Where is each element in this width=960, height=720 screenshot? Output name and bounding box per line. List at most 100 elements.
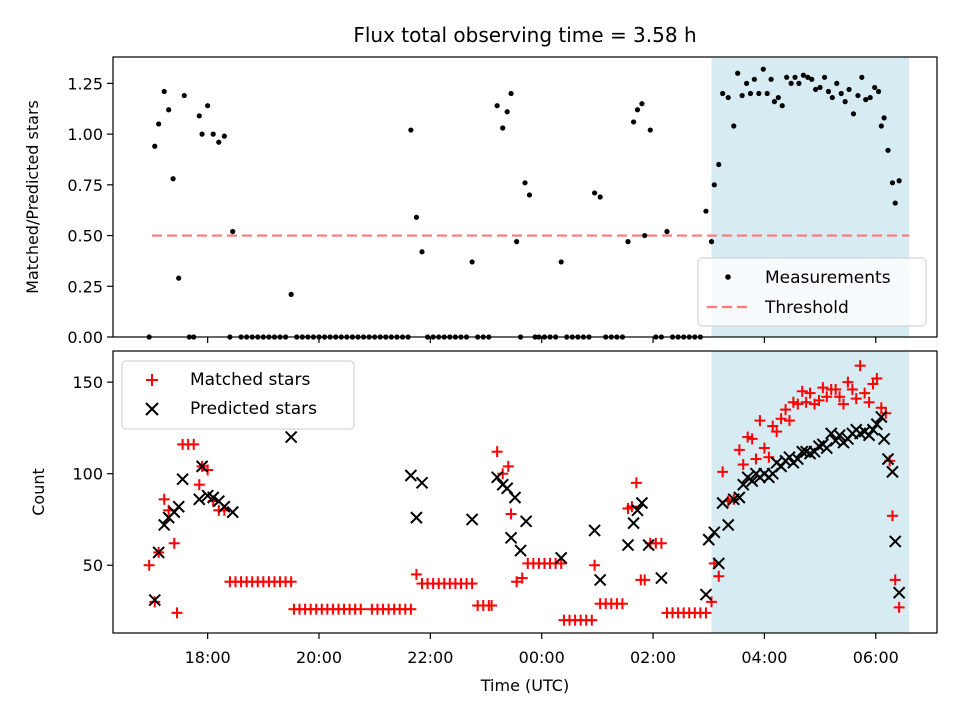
predicted-star-point bbox=[733, 491, 746, 504]
count-y-label: Count bbox=[29, 468, 48, 516]
matched-star-point bbox=[158, 493, 170, 505]
predicted-star-point bbox=[737, 478, 750, 491]
measurement-point bbox=[514, 239, 520, 245]
measurement-point bbox=[522, 180, 528, 186]
matched-star-point bbox=[863, 396, 875, 408]
predicted-star-point bbox=[702, 533, 715, 546]
measurement-point bbox=[166, 107, 172, 113]
count-panel-frame bbox=[112, 350, 938, 634]
matched-star-point bbox=[842, 376, 854, 388]
ratio-panel-frame bbox=[112, 56, 938, 338]
matched-stars-points bbox=[143, 360, 905, 626]
measurement-point bbox=[800, 72, 806, 78]
measurement-point bbox=[867, 94, 873, 101]
y-tick-label: 0.50 bbox=[67, 227, 103, 246]
matched-star-point bbox=[706, 596, 718, 608]
predicted-star-point bbox=[465, 513, 479, 526]
measurement-point bbox=[756, 90, 762, 97]
predicted-star-point bbox=[415, 476, 429, 490]
measurement-point bbox=[792, 74, 798, 80]
matched-star-point bbox=[491, 446, 503, 458]
predicted-star-point bbox=[892, 586, 906, 599]
matched-star-point bbox=[846, 383, 858, 395]
matched-star-point bbox=[466, 578, 478, 590]
measurement-point bbox=[703, 208, 709, 214]
matched-star-point bbox=[655, 537, 667, 549]
measurement-point bbox=[591, 190, 598, 196]
matched-star-point bbox=[188, 438, 200, 450]
matched-star-point bbox=[497, 468, 509, 480]
measurement-point bbox=[469, 259, 475, 265]
matched-star-point bbox=[800, 396, 812, 408]
count-x-axis: 18:00 20:00 22:00 00:00 02:00 04:00 06:00 bbox=[185, 633, 899, 667]
measurement-point bbox=[494, 103, 500, 109]
y-tick-label: 150 bbox=[72, 373, 103, 392]
measurement-point bbox=[642, 232, 648, 239]
measurement-point bbox=[526, 192, 533, 198]
matched-star-point bbox=[871, 372, 883, 384]
measurement-point bbox=[176, 275, 182, 281]
measurement-point bbox=[842, 99, 848, 105]
matched-star-point bbox=[889, 574, 901, 586]
chart-title: Flux total observing time = 3.58 h bbox=[353, 23, 696, 47]
predicted-star-point bbox=[877, 432, 891, 446]
measurement-point bbox=[775, 94, 781, 101]
measurement-point bbox=[751, 76, 757, 82]
matched-star-point bbox=[285, 576, 297, 588]
matched-star-point bbox=[737, 459, 749, 471]
measurement-point bbox=[850, 111, 857, 117]
measurement-point bbox=[708, 239, 715, 245]
matched-star-point bbox=[616, 598, 628, 610]
predicted-star-point bbox=[284, 430, 298, 444]
predicted-star-point bbox=[207, 491, 220, 504]
y-tick-label: 1.25 bbox=[67, 74, 103, 93]
x-tick-label: 20:00 bbox=[296, 648, 342, 667]
measurement-point bbox=[889, 180, 896, 186]
predicted-star-point bbox=[866, 423, 880, 436]
matched-star-point bbox=[830, 383, 842, 395]
count-y-axis: 50 100 150 bbox=[72, 373, 113, 575]
matched-star-point bbox=[834, 391, 846, 403]
measurement-point bbox=[196, 113, 202, 119]
matched-star-point bbox=[893, 601, 905, 613]
measurement-point bbox=[413, 214, 420, 220]
matched-star-point bbox=[771, 426, 783, 438]
measurement-point bbox=[768, 76, 774, 82]
matched-star-point bbox=[746, 433, 758, 445]
predicted-star-point bbox=[875, 410, 888, 424]
measurement-point bbox=[181, 92, 187, 99]
measurement-point bbox=[796, 80, 802, 86]
predicted-star-point bbox=[627, 516, 640, 530]
measurement-point bbox=[558, 259, 564, 265]
measurement-point bbox=[210, 131, 216, 137]
matched-star-point bbox=[792, 398, 804, 410]
matched-star-point bbox=[630, 477, 642, 489]
measurement-point bbox=[508, 90, 514, 97]
measurement-point bbox=[747, 90, 754, 97]
predicted-star-point bbox=[886, 465, 899, 479]
predicted-star-point bbox=[226, 505, 239, 519]
matched-star-point bbox=[821, 391, 833, 403]
measurement-point bbox=[838, 90, 844, 97]
matched-star-point bbox=[758, 442, 770, 454]
matched-star-point bbox=[502, 460, 514, 472]
measurement-point bbox=[743, 80, 750, 86]
predicted-star-point bbox=[218, 500, 231, 513]
y-tick-label: 0.75 bbox=[67, 176, 103, 195]
matched-star-point bbox=[639, 574, 651, 586]
x-axis-label: Time (UTC) bbox=[480, 676, 569, 695]
matched-star-point bbox=[486, 600, 498, 612]
measurement-point bbox=[809, 76, 815, 82]
measurement-point bbox=[892, 200, 898, 206]
legend-measurements-marker bbox=[725, 274, 731, 280]
legend-threshold-label: Threshold bbox=[764, 298, 849, 318]
measurement-point bbox=[288, 291, 294, 297]
matched-star-point bbox=[717, 466, 729, 478]
measurement-point bbox=[872, 84, 878, 91]
predicted-star-point bbox=[870, 418, 884, 431]
matched-star-point bbox=[193, 479, 205, 491]
measurement-point bbox=[731, 123, 737, 129]
measurement-point bbox=[760, 66, 766, 72]
x-tick-label: 06:00 bbox=[853, 648, 899, 667]
measurement-point bbox=[664, 228, 670, 235]
